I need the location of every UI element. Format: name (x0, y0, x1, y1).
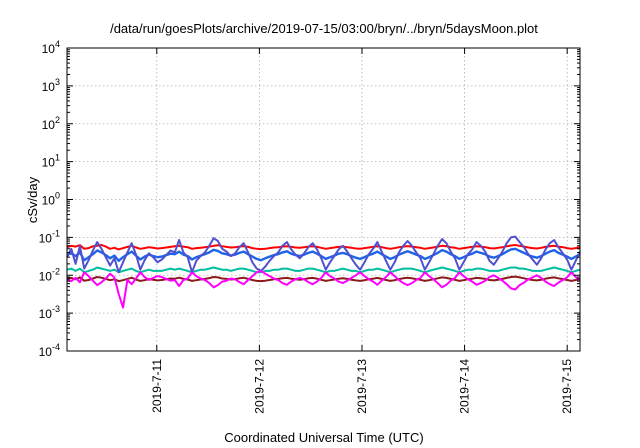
y-tick-label: 10-4 (39, 342, 60, 359)
x-axis-label: Coordinated Universal Time (UTC) (224, 430, 423, 445)
chart-title: /data/run/goesPlots/archive/2019-07-15/0… (110, 21, 538, 36)
y-tick-label: 102 (42, 115, 60, 132)
y-tick-label: 10-3 (39, 304, 60, 321)
series-line-1 (66, 244, 581, 251)
x-tick-label: 2019-7-11 (150, 359, 164, 413)
y-tick-label: 104 (42, 39, 60, 56)
y-axis: 10-4 10-3 10-2 10-1 100 101 102 103 104 (39, 39, 580, 359)
y-tick-label: 103 (42, 77, 60, 94)
x-tick-label: 2019-7-14 (458, 359, 472, 414)
y-tick-label: 10-1 (39, 228, 60, 245)
grid (67, 48, 580, 351)
y-tick-label: 101 (42, 153, 60, 170)
y-axis-label: cSv/day (25, 176, 40, 223)
x-axis: 2019-7-11 2019-7-12 2019-7-13 2019-7-14 2019… (150, 48, 574, 414)
series-line-5 (66, 235, 581, 274)
y-tick-label: 10-2 (39, 266, 60, 283)
x-tick-label: 2019-7-13 (355, 359, 369, 414)
x-tick-label: 2019-7-15 (560, 359, 574, 414)
series-layer (66, 235, 581, 309)
series-line-3 (66, 275, 581, 283)
x-tick-label: 2019-7-12 (252, 359, 266, 414)
y-tick-label: 100 (42, 191, 60, 208)
series-line-2 (66, 266, 581, 274)
series-line-6 (66, 269, 581, 309)
